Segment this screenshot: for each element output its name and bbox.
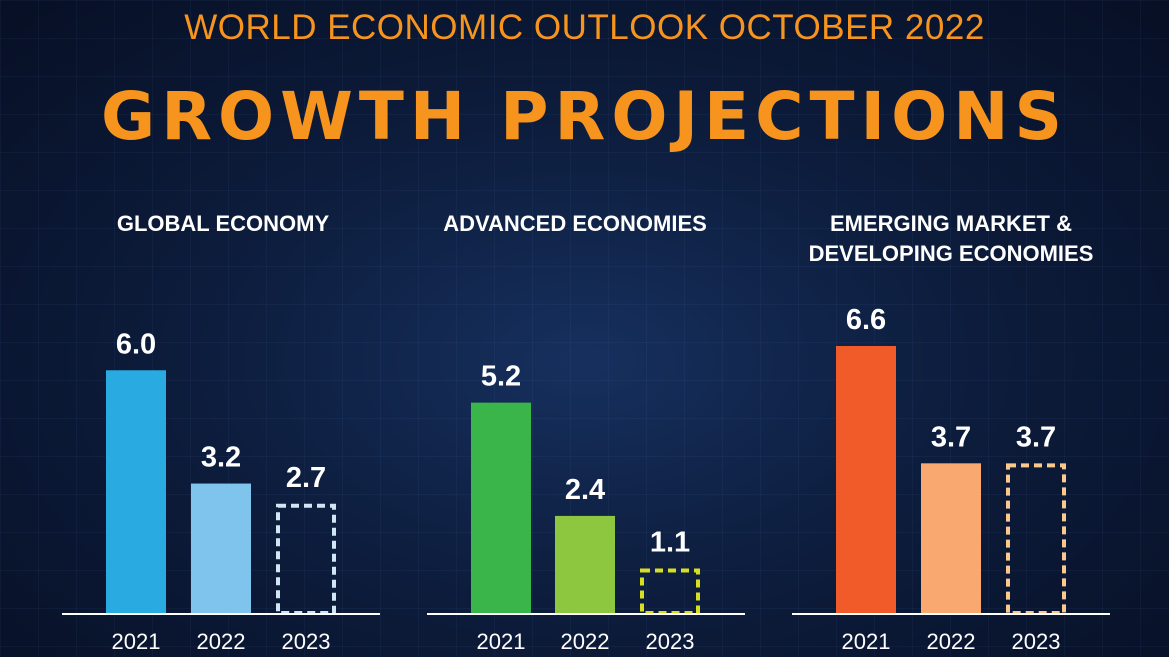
emerging-developing-economies-title: EMERGING MARKET &	[830, 211, 1072, 236]
bar-2022	[921, 463, 981, 613]
bar-2021	[471, 402, 531, 613]
data-label: 3.2	[201, 442, 241, 474]
x-tick-label: 2021	[477, 629, 526, 654]
data-label: 6.0	[116, 328, 156, 360]
x-tick-label: 2022	[927, 629, 976, 654]
x-tick-label: 2021	[112, 629, 161, 654]
emerging-developing-economies-panel: EMERGING MARKET & DEVELOPING ECONOMIES 6.6…	[792, 211, 1110, 654]
bar-2021	[106, 370, 166, 613]
x-tick-label: 2023	[282, 629, 331, 654]
data-label: 1.1	[650, 527, 690, 559]
bar-2023-projected	[276, 503, 336, 616]
advanced-economies-title: ADVANCED ECONOMIES	[443, 211, 707, 236]
bar-2023-projected	[640, 568, 700, 615]
page-title: GROWTH PROJECTIONS	[101, 78, 1068, 155]
x-tick-label: 2022	[561, 629, 610, 654]
data-label: 3.7	[1016, 421, 1056, 453]
bar-2022	[191, 483, 251, 613]
x-tick-label: 2023	[1012, 629, 1061, 654]
advanced-economies-panel: ADVANCED ECONOMIES 5.2 2021 2.4 2022 1.1 2023	[427, 211, 745, 654]
emerging-developing-economies-title: DEVELOPING ECONOMIES	[809, 241, 1094, 266]
global-economy-panel: GLOBAL ECONOMY 6.0 2021 3.2 2022 2.7 2023	[62, 211, 380, 654]
global-economy-title: GLOBAL ECONOMY	[117, 211, 330, 236]
bar-2022	[555, 515, 615, 613]
data-label: 2.7	[286, 462, 326, 494]
bar-2023-projected	[1006, 463, 1066, 615]
data-label: 2.4	[565, 474, 605, 506]
x-tick-label: 2022	[197, 629, 246, 654]
x-tick-label: 2021	[842, 629, 891, 654]
data-label: 5.2	[481, 361, 521, 393]
bar-2021	[836, 346, 896, 613]
page-subtitle: WORLD ECONOMIC OUTLOOK OCTOBER 2022	[184, 8, 985, 47]
data-label: 3.7	[931, 421, 971, 453]
x-tick-label: 2023	[646, 629, 695, 654]
data-label: 6.6	[846, 304, 886, 336]
